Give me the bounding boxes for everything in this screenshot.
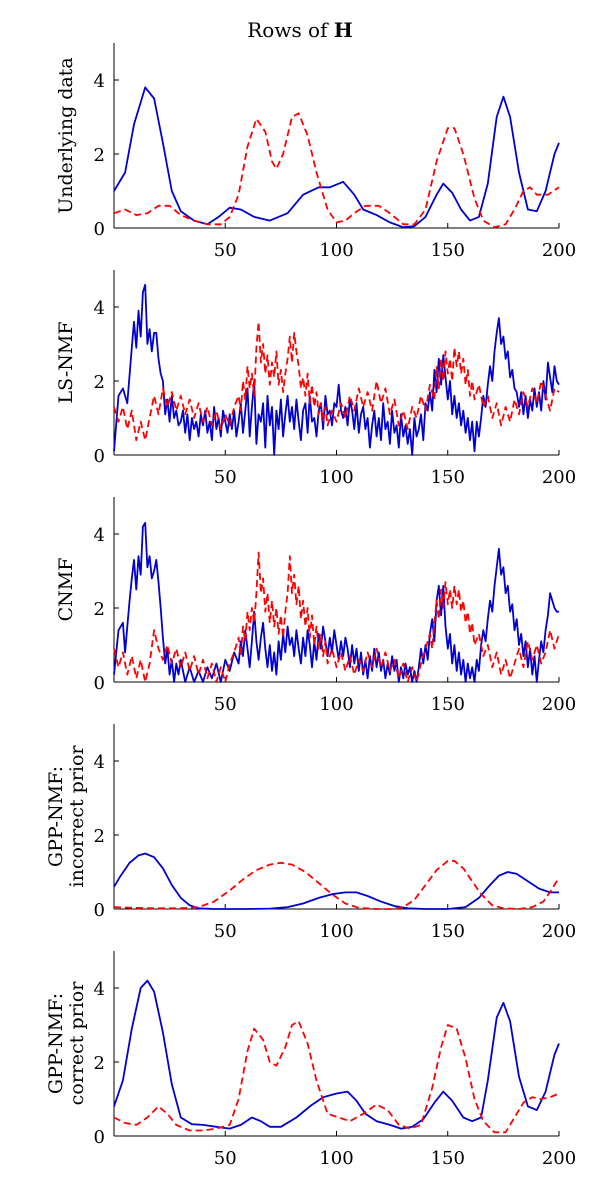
x-tick-label: 150: [431, 694, 465, 715]
solid-series-line: [113, 283, 560, 456]
x-tick-label: 50: [214, 1148, 237, 1169]
y-tick-label: 4: [94, 752, 105, 773]
solid-series-line: [113, 979, 560, 1130]
y-tick-label: 2: [94, 145, 105, 166]
x-tick-label: 150: [431, 240, 465, 261]
x-tick-label: 50: [214, 694, 237, 715]
x-tick-label: 100: [319, 921, 353, 942]
x-tick-label: 200: [542, 694, 576, 715]
y-tick-label: 0: [94, 673, 105, 694]
x-tick-label: 200: [542, 1148, 576, 1169]
y-tick-label: 4: [94, 979, 105, 1000]
y-tick-label: 2: [94, 599, 105, 620]
y-tick-label: 0: [94, 1127, 105, 1148]
y-tick-label: 0: [94, 219, 105, 240]
y-axis-label: LS-NMF: [55, 321, 77, 403]
x-tick-label: 150: [431, 921, 465, 942]
dashed-series-line: [113, 551, 560, 683]
x-tick-label: 50: [214, 240, 237, 261]
y-axis-label: GPP-NMF:: [45, 766, 67, 867]
x-tick-label: 150: [431, 1148, 465, 1169]
y-tick-label: 4: [94, 71, 105, 92]
y-axis-label: Underlying data: [55, 57, 77, 214]
dashed-series-line: [113, 860, 560, 910]
y-tick-label: 4: [94, 525, 105, 546]
y-axis-label: correct prior: [66, 981, 88, 1106]
y-tick-label: 2: [94, 1053, 105, 1074]
y-tick-label: 2: [94, 372, 105, 393]
x-tick-label: 100: [319, 694, 353, 715]
dashed-series-line: [113, 112, 560, 229]
figure-title: Rows of H: [247, 18, 353, 42]
y-tick-label: 4: [94, 298, 105, 319]
y-axis-label: GPP-NMF:: [45, 993, 67, 1094]
y-axis-label: incorrect prior: [66, 745, 88, 888]
y-tick-label: 0: [94, 900, 105, 921]
x-tick-label: 200: [542, 467, 576, 488]
x-tick-label: 100: [319, 240, 353, 261]
x-tick-label: 200: [542, 921, 576, 942]
dashed-series-line: [113, 320, 560, 442]
solid-series-line: [113, 86, 560, 229]
y-axis-label: CNMF: [55, 558, 77, 622]
x-tick-label: 50: [214, 921, 237, 942]
x-tick-label: 100: [319, 1148, 353, 1169]
x-tick-label: 100: [319, 467, 353, 488]
x-tick-label: 50: [214, 467, 237, 488]
solid-series-line: [113, 852, 559, 910]
figure-title-bold: H: [333, 18, 353, 42]
solid-series-line: [113, 522, 559, 683]
x-tick-label: 150: [431, 467, 465, 488]
dashed-series-line: [113, 1020, 560, 1134]
y-tick-label: 2: [94, 826, 105, 847]
y-tick-label: 0: [94, 446, 105, 467]
x-tick-label: 200: [542, 240, 576, 261]
